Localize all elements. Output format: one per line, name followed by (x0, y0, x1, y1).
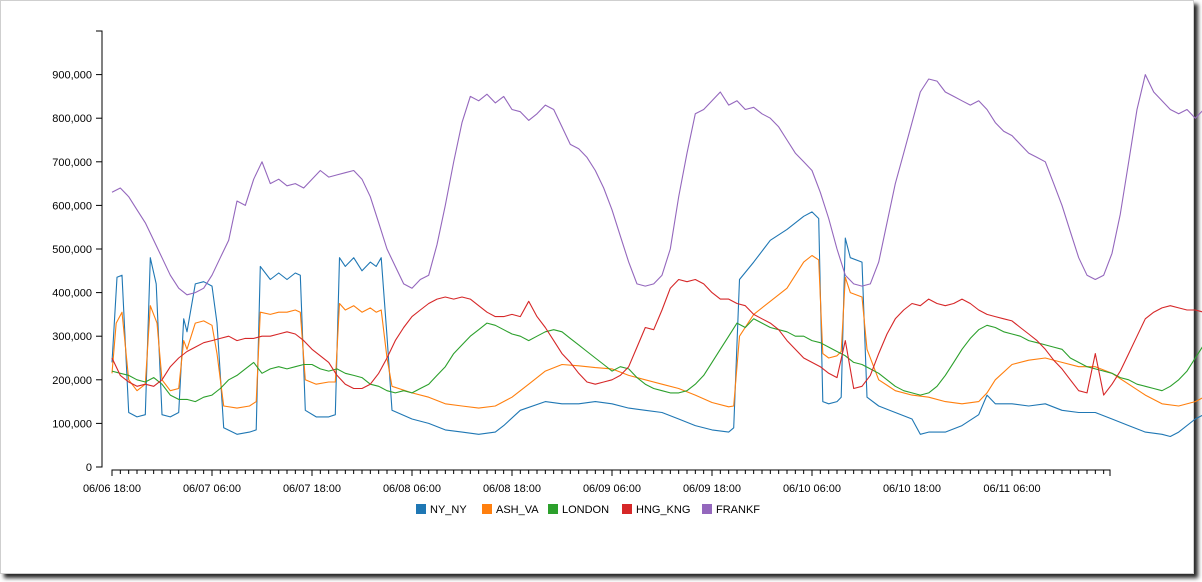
series-line-hng-kng (111, 278, 1202, 396)
y-tick-label: 400,000 (52, 288, 92, 300)
x-tick-label: 06/09 18:00 (683, 483, 741, 495)
y-tick-label: 100,000 (52, 418, 92, 430)
y-tick-label: 700,000 (52, 157, 92, 169)
x-tick-label: 06/07 06:00 (183, 483, 241, 495)
x-tick-label: 06/10 18:00 (883, 483, 941, 495)
legend-swatch (548, 504, 558, 514)
series-line-frankf (111, 74, 1202, 296)
x-tick-label: 06/06 18:00 (83, 483, 141, 495)
legend-label: NY_NY (430, 504, 467, 516)
series-line-ny-ny (111, 211, 1202, 438)
legend-label: LONDON (562, 504, 609, 516)
y-tick-label: 500,000 (52, 244, 92, 256)
x-tick-label: 06/08 18:00 (483, 483, 541, 495)
x-tick-label: 06/10 06:00 (783, 483, 841, 495)
series-line-london (111, 318, 1202, 403)
y-tick-label: 900,000 (52, 70, 92, 82)
y-tick-label: 600,000 (52, 200, 92, 212)
legend: NY_NY ASH_VA LONDON HNG_KNG FRANKF (416, 504, 760, 516)
x-axis: 06/06 18:00 06/07 06:00 06/07 18:00 06/08 0… (83, 469, 1111, 495)
legend-label: HNG_KNG (636, 504, 690, 516)
legend-swatch (482, 504, 492, 514)
x-tick-label: 06/11 06:00 (983, 483, 1040, 495)
series-line-ash-va (111, 254, 1202, 409)
legend-swatch (416, 504, 426, 514)
y-tick-label: 300,000 (52, 331, 92, 343)
legend-label: ASH_VA (496, 504, 539, 516)
x-tick-label: 06/08 06:00 (383, 483, 441, 495)
legend-label: FRANKF (716, 504, 760, 516)
chart-frame (0, 0, 1194, 574)
y-axis: 0 100,000 200,000 300,000 400,000 500,000 600,… (52, 30, 103, 474)
y-tick-label: 0 (86, 462, 92, 474)
y-tick-label: 800,000 (52, 113, 92, 125)
x-tick-label: 06/09 06:00 (583, 483, 641, 495)
series-layer (111, 74, 1202, 438)
legend-swatch (622, 504, 632, 514)
x-tick-label: 06/07 18:00 (283, 483, 341, 495)
y-tick-label: 200,000 (52, 375, 92, 387)
legend-swatch (702, 504, 712, 514)
